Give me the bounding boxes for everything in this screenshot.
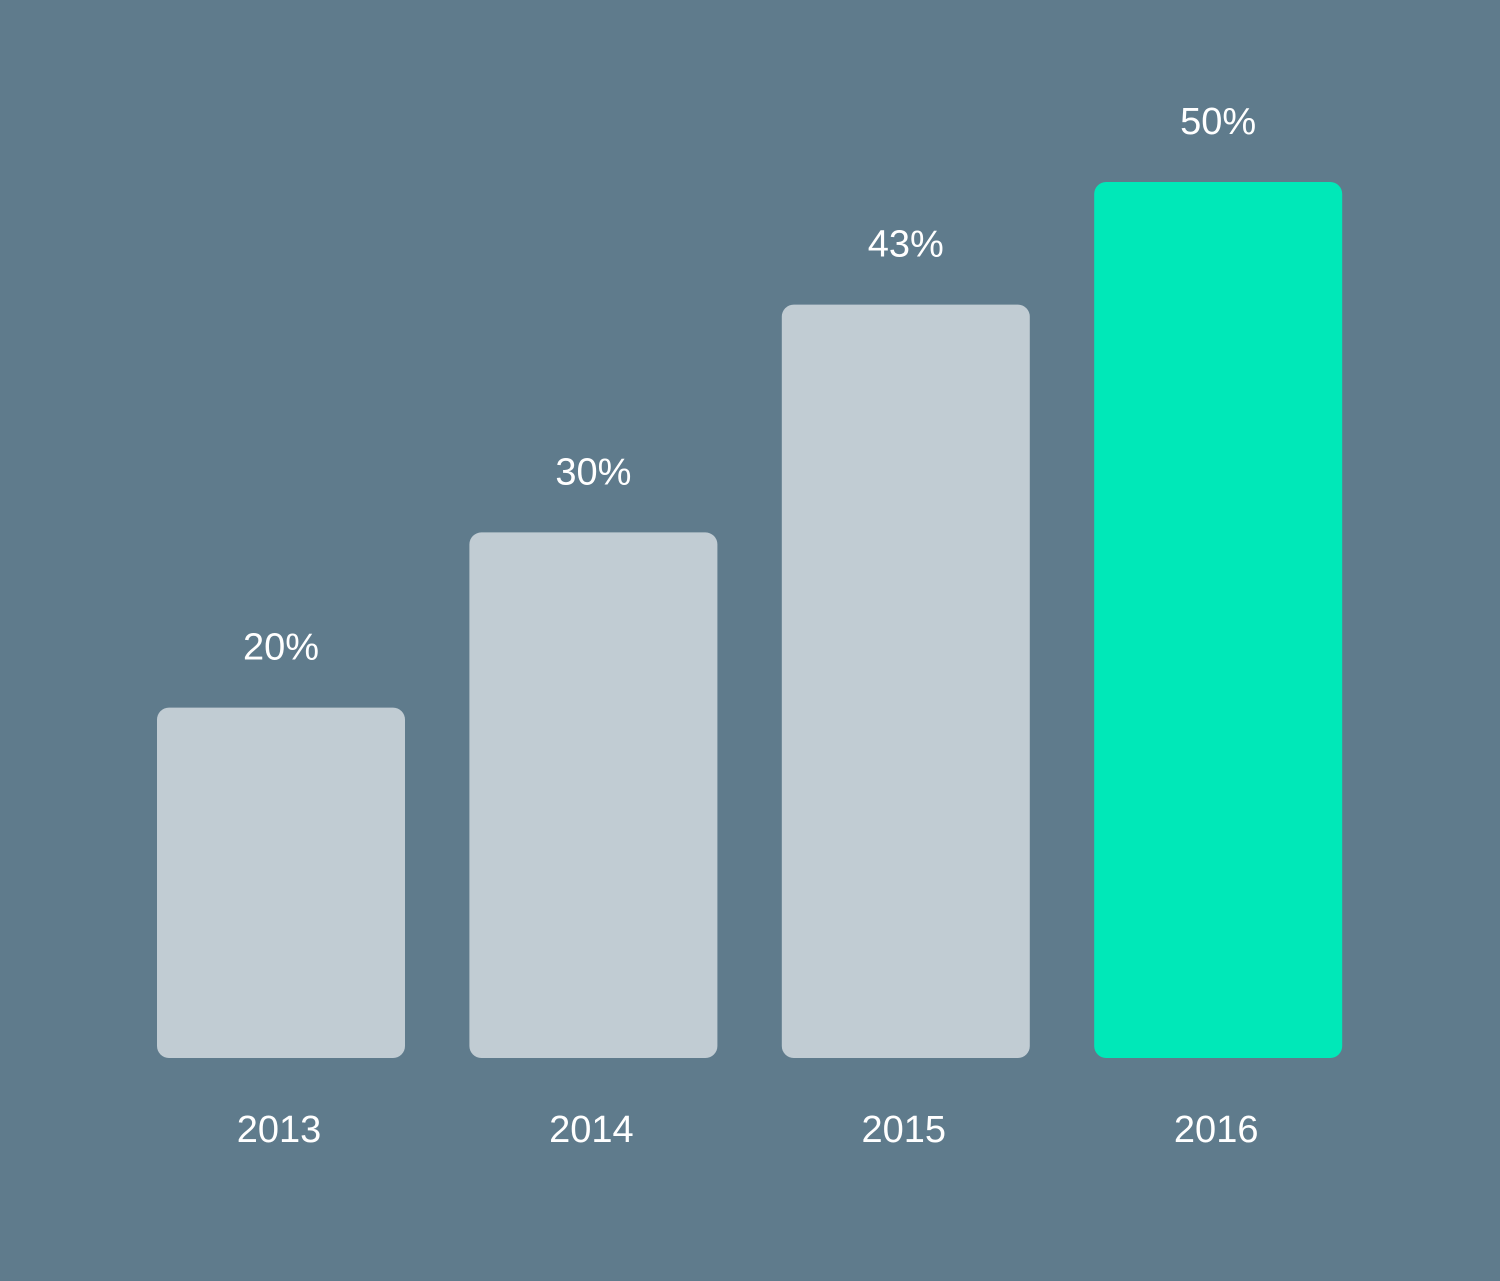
x-tick-label: 2014 [549,1109,634,1151]
x-tick-label: 2013 [237,1109,322,1151]
data-label: 43% [868,224,944,266]
bar [1094,182,1343,1058]
x-tick-label: 2016 [1174,1109,1259,1151]
data-label: 30% [555,451,631,493]
bar [781,304,1030,1058]
bar [157,707,405,1058]
x-tick-label: 2015 [862,1109,947,1151]
bar [469,532,718,1058]
data-label: 50% [1180,101,1256,143]
data-label: 20% [243,627,319,669]
